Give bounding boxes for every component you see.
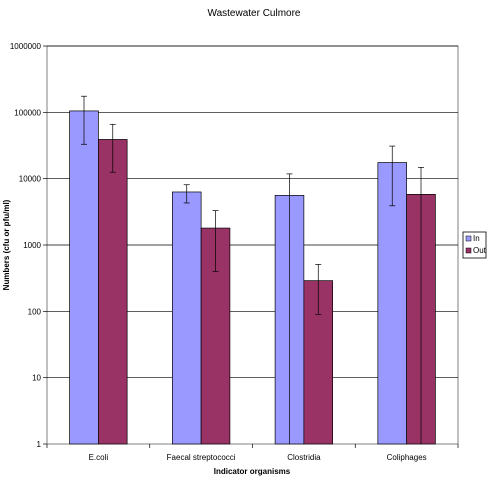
bar-in-0 bbox=[69, 110, 99, 445]
legend-swatch-out bbox=[465, 247, 472, 254]
legend: In Out bbox=[462, 231, 487, 259]
y-tick-label: 1000 bbox=[23, 241, 41, 250]
y-tick-label: 10 bbox=[32, 374, 41, 383]
y-tick-label: 1 bbox=[37, 440, 42, 449]
y-tick-label: 1000000 bbox=[10, 42, 42, 51]
x-tick-label: Clostridia bbox=[287, 453, 321, 462]
chart-title: Wastewater Culmore bbox=[208, 8, 301, 19]
y-axis-title: Numbers (cfu or pfu/ml) bbox=[2, 199, 11, 290]
bar-out-0 bbox=[98, 139, 128, 445]
y-tick-label: 100000 bbox=[14, 108, 41, 117]
legend-label-out: Out bbox=[473, 246, 487, 255]
y-tick-label: 10000 bbox=[19, 175, 42, 184]
legend-label-in: In bbox=[473, 234, 480, 243]
x-tick-labels: E.coli Faecal streptococci Clostridia Colip… bbox=[46, 444, 459, 462]
x-tick-label: E.coli bbox=[89, 453, 109, 462]
x-tick-label: Coliphages bbox=[387, 453, 427, 462]
y-tick-labels: 1000000 100000 10000 1000 100 10 1 bbox=[10, 42, 42, 449]
x-tick-label: Faecal streptococci bbox=[167, 453, 236, 462]
error-bars bbox=[80, 95, 425, 444]
y-tick-label: 100 bbox=[28, 307, 42, 316]
bar-in-1 bbox=[172, 191, 202, 445]
x-axis-title: Indicator organisms bbox=[214, 467, 291, 476]
bars bbox=[69, 110, 436, 445]
legend-swatch-in bbox=[465, 235, 472, 242]
